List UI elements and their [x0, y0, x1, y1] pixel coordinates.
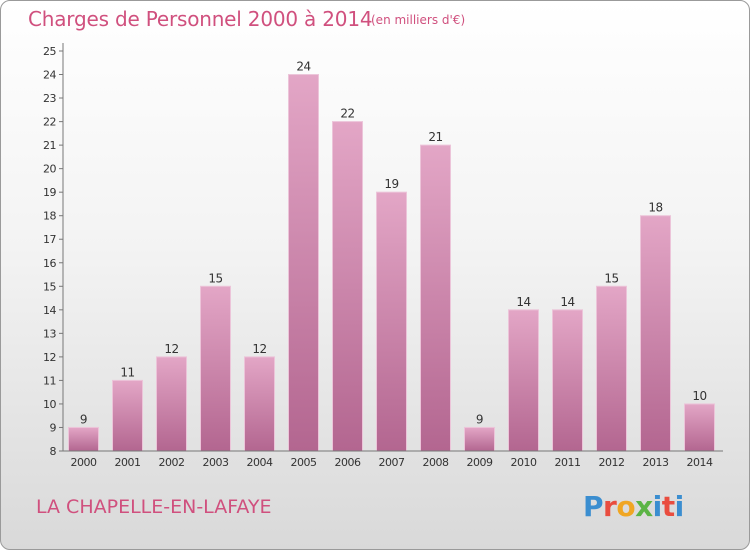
y-tick-label: 14	[43, 304, 56, 317]
bar-value-label: 12	[252, 342, 266, 356]
x-tick-label: 2009	[467, 456, 493, 469]
x-axis: 2000 2001 2002 2003 2004 2005 2006 2007 2008 2009…	[63, 450, 723, 469]
y-tick-label: 11	[43, 374, 56, 387]
bar-value-label: 9	[80, 412, 87, 426]
bar	[68, 426, 99, 452]
y-tick-label: 10	[43, 398, 56, 411]
bar	[464, 426, 495, 452]
y-tick-label: 22	[43, 116, 56, 129]
bar-value-label: 11	[120, 365, 134, 379]
x-tick-label: 2014	[687, 456, 713, 469]
bar	[112, 379, 143, 452]
chart-title: Charges de Personnel 2000 à 2014	[28, 7, 373, 31]
bar	[420, 144, 451, 452]
y-tick-label: 13	[43, 327, 56, 340]
x-tick-label: 2004	[247, 456, 273, 469]
x-tick-label: 2013	[643, 456, 669, 469]
x-tick-label: 2002	[159, 456, 185, 469]
bar	[508, 309, 539, 452]
bar	[332, 121, 363, 452]
y-tick-label: 24	[43, 69, 56, 82]
logo-letter: o	[616, 490, 636, 523]
y-tick-label: 17	[43, 233, 56, 246]
chart-units: (en milliers d'€)	[371, 13, 466, 27]
x-tick-label: 2001	[115, 456, 141, 469]
bar	[244, 356, 275, 452]
y-tick-label: 15	[43, 280, 56, 293]
bar	[596, 285, 627, 452]
y-tick-label: 12	[43, 351, 56, 364]
x-tick-label: 2005	[291, 456, 317, 469]
y-tick-label: 21	[43, 139, 56, 152]
bar-value-label: 15	[604, 271, 618, 285]
x-tick-label: 2011	[555, 456, 581, 469]
y-tick-label: 20	[43, 163, 56, 176]
y-axis: 8 9 10 11 12 13 14 15 16 17 18 19 20 21 22 23 24 25	[43, 43, 64, 458]
bar-value-label: 12	[164, 342, 178, 356]
bar	[552, 309, 583, 452]
y-tick-label: 16	[43, 257, 56, 270]
bar-value-label: 14	[516, 295, 530, 309]
bar-value-label: 19	[384, 177, 398, 191]
logo-letter: i	[674, 490, 685, 523]
x-tick-label: 2000	[71, 456, 97, 469]
x-tick-label: 2010	[511, 456, 537, 469]
bar-value-label: 24	[296, 60, 310, 74]
x-tick-label: 2003	[203, 456, 229, 469]
y-tick-label: 19	[43, 186, 56, 199]
y-tick-label: 18	[43, 210, 56, 223]
y-tick-label: 25	[43, 45, 56, 58]
logo-letter: r	[603, 490, 617, 523]
bar	[684, 403, 715, 452]
y-tick-label: 8	[50, 445, 57, 458]
bar-value-label: 10	[692, 389, 706, 403]
logo-letter: x	[635, 490, 653, 523]
bar-value-label: 15	[208, 271, 222, 285]
logo-letter: t	[661, 490, 675, 523]
x-tick-label: 2006	[335, 456, 361, 469]
bars: 9 11 12 15 12 24 22 19 21 9 14 14 15 18 10	[68, 60, 715, 452]
logo-letter: i	[652, 490, 663, 523]
x-tick-label: 2008	[423, 456, 449, 469]
y-tick-label: 9	[50, 421, 57, 434]
bar-value-label: 9	[476, 412, 483, 426]
commune-name: LA CHAPELLE-EN-LAFAYE	[36, 496, 272, 518]
bar-value-label: 21	[428, 130, 442, 144]
bar	[288, 74, 319, 452]
bar	[640, 215, 671, 452]
logo-letter: P	[583, 490, 604, 523]
bar-value-label: 14	[560, 295, 574, 309]
bar	[156, 356, 187, 452]
bar	[200, 285, 231, 452]
y-tick-label: 23	[43, 92, 56, 105]
proxiti-logo: Proxiti	[583, 490, 684, 523]
x-tick-label: 2007	[379, 456, 405, 469]
bar-value-label: 18	[648, 201, 662, 215]
x-tick-label: 2012	[599, 456, 625, 469]
bar-value-label: 22	[340, 107, 354, 121]
bar	[376, 191, 407, 452]
